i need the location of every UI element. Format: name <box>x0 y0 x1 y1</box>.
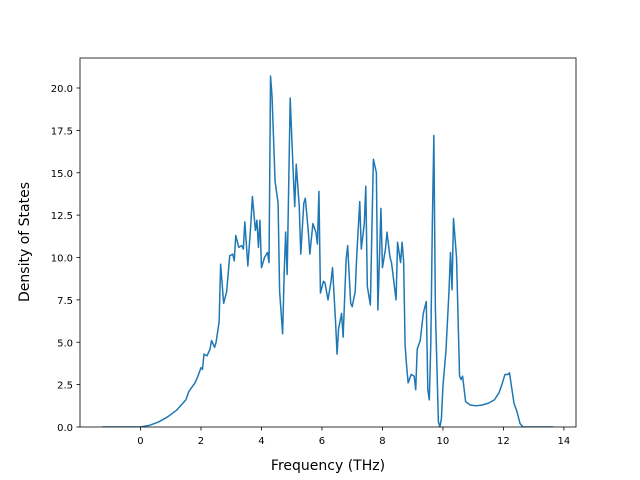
y-tick-label: 17.5 <box>51 126 73 137</box>
x-tick-label: 0 <box>137 436 143 447</box>
x-tick-label: 12 <box>497 436 510 447</box>
plot-frame <box>79 57 577 428</box>
x-tick-label: 4 <box>258 436 264 447</box>
line <box>102 75 554 427</box>
y-tick-label: 5.0 <box>57 338 73 349</box>
y-tick-label: 7.5 <box>57 296 73 307</box>
y-tick-label: 12.5 <box>51 211 73 222</box>
y-tick-label: 20.0 <box>51 84 73 95</box>
x-axis-label: Frequency (THz) <box>271 458 385 474</box>
y-tick-label: 0.0 <box>57 423 73 434</box>
x-tick-label: 2 <box>198 436 204 447</box>
y-axis-label: Density of States <box>17 182 33 302</box>
x-tick-label: 14 <box>558 436 571 447</box>
x-tick-label: 10 <box>437 436 450 447</box>
y-tick-label: 15.0 <box>51 169 73 180</box>
y-tick-label: 2.5 <box>57 381 73 392</box>
x-tick-label: 8 <box>379 436 385 447</box>
x-tick-label: 6 <box>319 436 325 447</box>
y-tick-label: 10.0 <box>51 254 73 265</box>
